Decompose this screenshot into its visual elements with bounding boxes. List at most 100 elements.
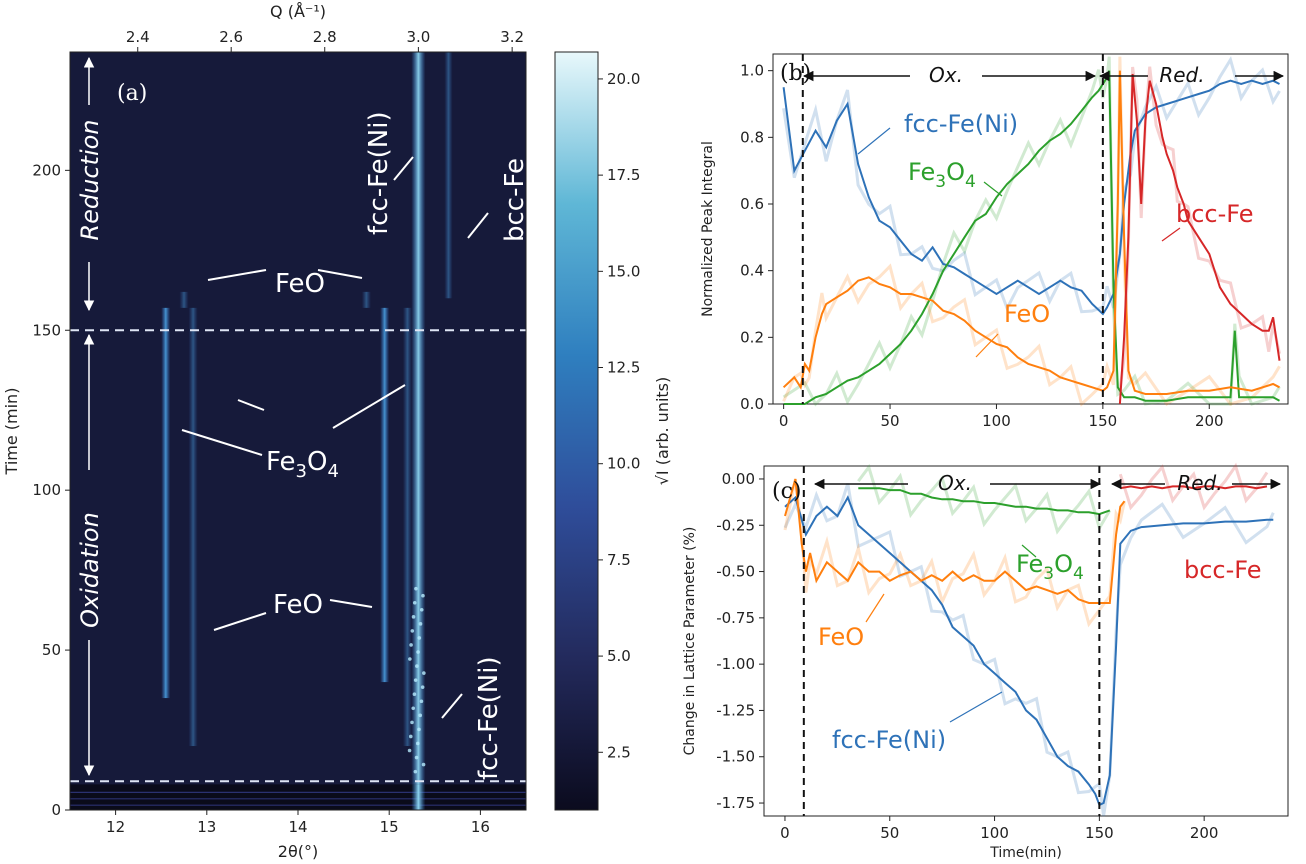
colorbar-tick-label: 12.5 xyxy=(607,359,640,377)
panel-c-series-noise-feo xyxy=(783,478,1126,628)
fcc-speckle xyxy=(411,615,416,619)
panel-b-series-bcc-fe xyxy=(1118,73,1281,405)
panel-b-fcc-label: fcc-Fe(Ni) xyxy=(904,110,1018,138)
panel-b-series-fcc-fe-ni- xyxy=(782,79,1280,316)
heatmap-top-tick-label: 3.2 xyxy=(500,28,524,46)
feo-label-top: FeO xyxy=(275,269,325,299)
panel-c-y-tick-label: -0.25 xyxy=(716,516,755,534)
panel-c-y-tick-label: -0.75 xyxy=(716,609,755,627)
panel-b-y-ticks: 0.0 0.2 0.4 0.6 0.8 1.0 xyxy=(740,62,773,413)
streak-feo xyxy=(179,291,189,308)
fcc-speckle xyxy=(407,748,412,753)
heatmap-y-tick-label: 200 xyxy=(32,161,61,179)
heatmap-top-tick-label: 2.8 xyxy=(313,28,337,46)
heatmap-background xyxy=(70,52,526,810)
heatmap-top-tick-label: 2.6 xyxy=(219,28,243,46)
panel-b-y-tick-label: 0.6 xyxy=(740,195,764,213)
panel-c-series-fe3o4 xyxy=(858,487,1111,516)
panel-b-region-arrows: Ox. Red. xyxy=(802,63,1285,87)
panel-c-series-labels: Fe3O4 bcc-Fe FeO fcc-Fe(Ni) xyxy=(818,544,1262,754)
heatmap-top-label: Q (Å⁻¹) xyxy=(270,2,326,21)
streak-feo xyxy=(188,307,198,747)
fcc-speckle xyxy=(412,600,417,605)
colorbar-tick-label: 10.0 xyxy=(607,455,640,473)
panel-b-bcc-label: bcc-Fe xyxy=(1176,200,1254,228)
streak-feo xyxy=(361,291,371,308)
panel-c-y-tick-label: 0.00 xyxy=(722,470,755,488)
fcc-speckle xyxy=(416,650,420,654)
panel-b-y-tick-label: 0.0 xyxy=(740,395,764,413)
heatmap-y-tick-label: 100 xyxy=(32,481,61,499)
fe3o4-label: Fe3O4 xyxy=(266,447,339,482)
fcc-speckle xyxy=(413,769,418,774)
fcc-speckle xyxy=(414,755,419,760)
panel-c-y-tick-label: -1.00 xyxy=(716,655,755,673)
heatmap-annotations: Reduction Oxidation FeO Fe3O4 FeO fcc-Fe… xyxy=(76,56,530,780)
colorbar-ticks: 2.5 5.0 7.5 10.0 12.5 15.0 17.5 20.0 xyxy=(598,70,640,761)
panel-c-y-label: Change in Lattice Parameter (%) xyxy=(682,527,698,756)
fcc-speckle xyxy=(410,629,415,633)
fcc-speckle xyxy=(417,727,421,732)
panel-c-series-fcc-fe-ni- xyxy=(784,495,1274,807)
panel-b-y-label: Normalized Peak Integral xyxy=(700,141,716,317)
panel-b-series-feo xyxy=(782,70,1280,395)
heatmap-initial-band xyxy=(70,784,526,810)
panel-b-x-tick-label: 150 xyxy=(1089,412,1118,430)
fcc-speckle xyxy=(410,720,414,725)
streak-feo xyxy=(402,307,412,747)
fcc-label-top: fcc-Fe(Ni) xyxy=(364,111,394,235)
heatmap-y-ticks: 0 50 100 150 200 xyxy=(32,161,70,819)
heatmap-x-tick-label: 13 xyxy=(197,818,216,836)
fcc-speckle xyxy=(408,657,412,661)
panel-c-series-bcc-fe xyxy=(1120,485,1268,490)
fcc-label-bottom: fcc-Fe(Ni) xyxy=(474,656,504,780)
panel-b-series-labels: fcc-Fe(Ni) Fe3O4 FeO bcc-Fe xyxy=(857,110,1254,358)
fcc-speckle xyxy=(409,643,413,647)
panel-c-y-tick-label: -1.25 xyxy=(716,701,755,719)
panel-c-feo-label: FeO xyxy=(818,623,864,651)
panel-c-series-noise-fe3o4 xyxy=(857,463,1112,535)
feo-label-bottom: FeO xyxy=(273,590,323,620)
fcc-speckle xyxy=(411,706,416,711)
fcc-speckle xyxy=(421,762,426,767)
panel-c-red-label: Red. xyxy=(1177,471,1222,495)
colorbar-tick-label: 2.5 xyxy=(607,743,631,761)
heatmap-top-tick-label: 2.4 xyxy=(126,28,150,46)
panel-c-ox-label: Ox. xyxy=(938,471,972,495)
panel-b-y-tick-label: 0.4 xyxy=(740,262,764,280)
fcc-speckle xyxy=(413,678,418,682)
fcc-speckle xyxy=(408,734,413,739)
panel-b-x-tick-label: 200 xyxy=(1195,412,1224,430)
heatmap-x-ticks: 12 13 14 15 16 xyxy=(106,810,490,836)
panel-c-y-tick-label: -1.75 xyxy=(716,794,755,812)
panel-c-series-feo xyxy=(784,478,1126,604)
colorbar-tick-label: 20.0 xyxy=(607,70,640,88)
fcc-speckle xyxy=(422,671,426,675)
colorbar-tick-label: 7.5 xyxy=(607,551,631,569)
panel-b-x-ticks: 0 50 100 150 200 xyxy=(779,404,1224,430)
streak-bcc-fe xyxy=(444,52,453,299)
panel-b-series-fe3o4 xyxy=(783,70,1280,405)
panel-b-y-tick-label: 0.2 xyxy=(740,328,764,346)
streak-fe3o4 xyxy=(380,307,390,683)
panel-c-x-label: Time(min) xyxy=(989,845,1062,861)
fcc-speckle xyxy=(420,685,425,689)
panel-c-fcc-label: fcc-Fe(Ni) xyxy=(832,726,946,754)
heatmap-dashed-lines xyxy=(70,329,526,783)
panel-b-plot xyxy=(782,54,1281,407)
heatmap-y-tick-label: 0 xyxy=(51,801,61,819)
panel-c-y-tick-label: -1.50 xyxy=(716,748,755,766)
heatmap-x-tick-label: 14 xyxy=(288,818,307,836)
heatmap-streaks xyxy=(161,52,453,810)
panel-b-series-noise-fe3o4 xyxy=(782,56,1281,407)
fcc-speckle xyxy=(415,741,420,746)
panel-c-x-tick-label: 150 xyxy=(1085,824,1114,842)
fcc-speckle xyxy=(421,593,425,598)
fcc-speckle xyxy=(414,586,418,591)
panel-c-x-tick-label: 100 xyxy=(980,824,1009,842)
heatmap-x-tick-label: 15 xyxy=(380,818,399,836)
panel-b-x-tick-label: 100 xyxy=(982,412,1011,430)
panel-b-red-label: Red. xyxy=(1159,63,1204,87)
panel-c-series-noise-fcc-fe-ni- xyxy=(783,483,1275,817)
